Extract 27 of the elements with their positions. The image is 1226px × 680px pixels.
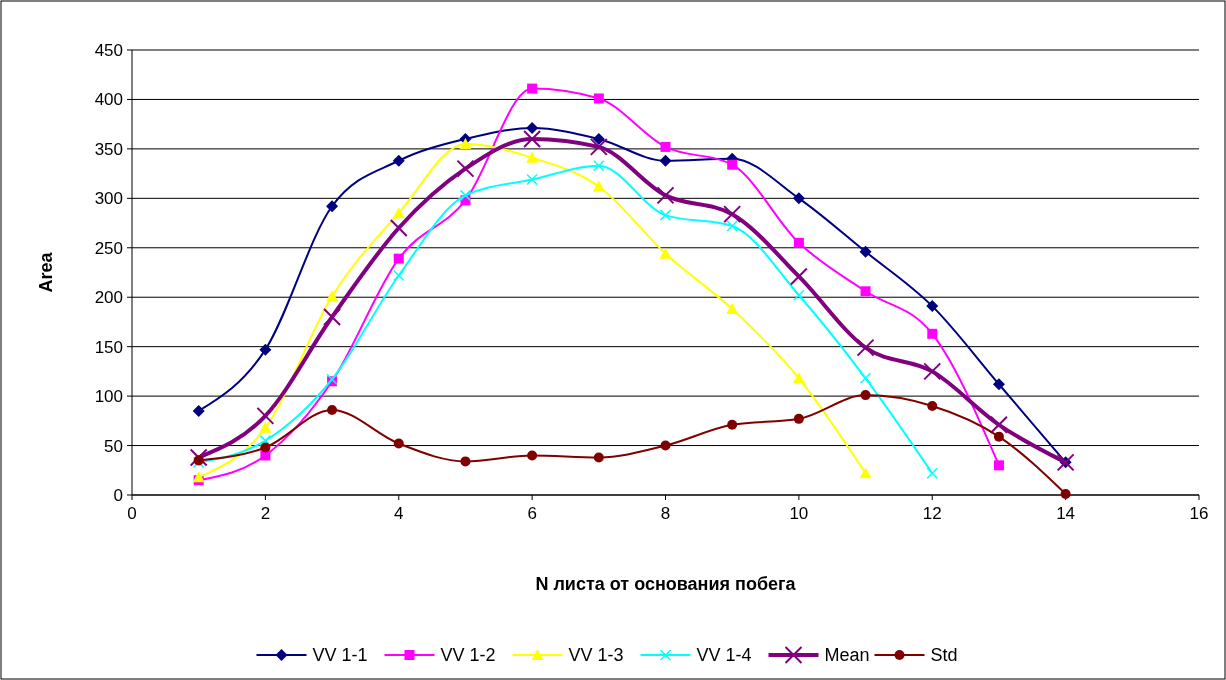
y-tick-label: 450 <box>94 40 123 60</box>
x-tick-label: 12 <box>922 504 942 523</box>
legend-label: Std <box>930 645 958 666</box>
legend-label: VV 1-1 <box>312 645 368 666</box>
x-axis-title: N листа от основания побега <box>535 574 797 594</box>
legend-label: VV 1-4 <box>696 645 752 666</box>
x-tick-label: 8 <box>660 504 671 523</box>
y-tick-label: 150 <box>94 337 123 357</box>
x-tick-label: 0 <box>127 504 137 523</box>
legend-label: VV 1-2 <box>440 645 496 666</box>
legend-label: Mean <box>824 645 870 666</box>
y-tick-label: 250 <box>94 238 123 258</box>
x-tick-label: 16 <box>1189 504 1209 523</box>
y-tick-label: 200 <box>94 288 123 308</box>
x-tick-label: 14 <box>1056 504 1076 523</box>
x-tick-label: 6 <box>527 504 537 523</box>
y-tick-label: 400 <box>94 90 123 110</box>
y-axis-title: Area <box>36 251 56 293</box>
y-tick-label: 50 <box>104 436 123 456</box>
x-tick-label: 4 <box>394 504 404 523</box>
y-tick-label: 0 <box>113 485 123 505</box>
x-tick-label: 2 <box>260 504 271 523</box>
y-tick-label: 300 <box>94 189 123 209</box>
legend-label: VV 1-3 <box>568 645 624 666</box>
y-tick-label: 100 <box>94 387 123 407</box>
y-tick-label: 350 <box>94 139 123 159</box>
x-tick-label: 10 <box>789 504 809 523</box>
